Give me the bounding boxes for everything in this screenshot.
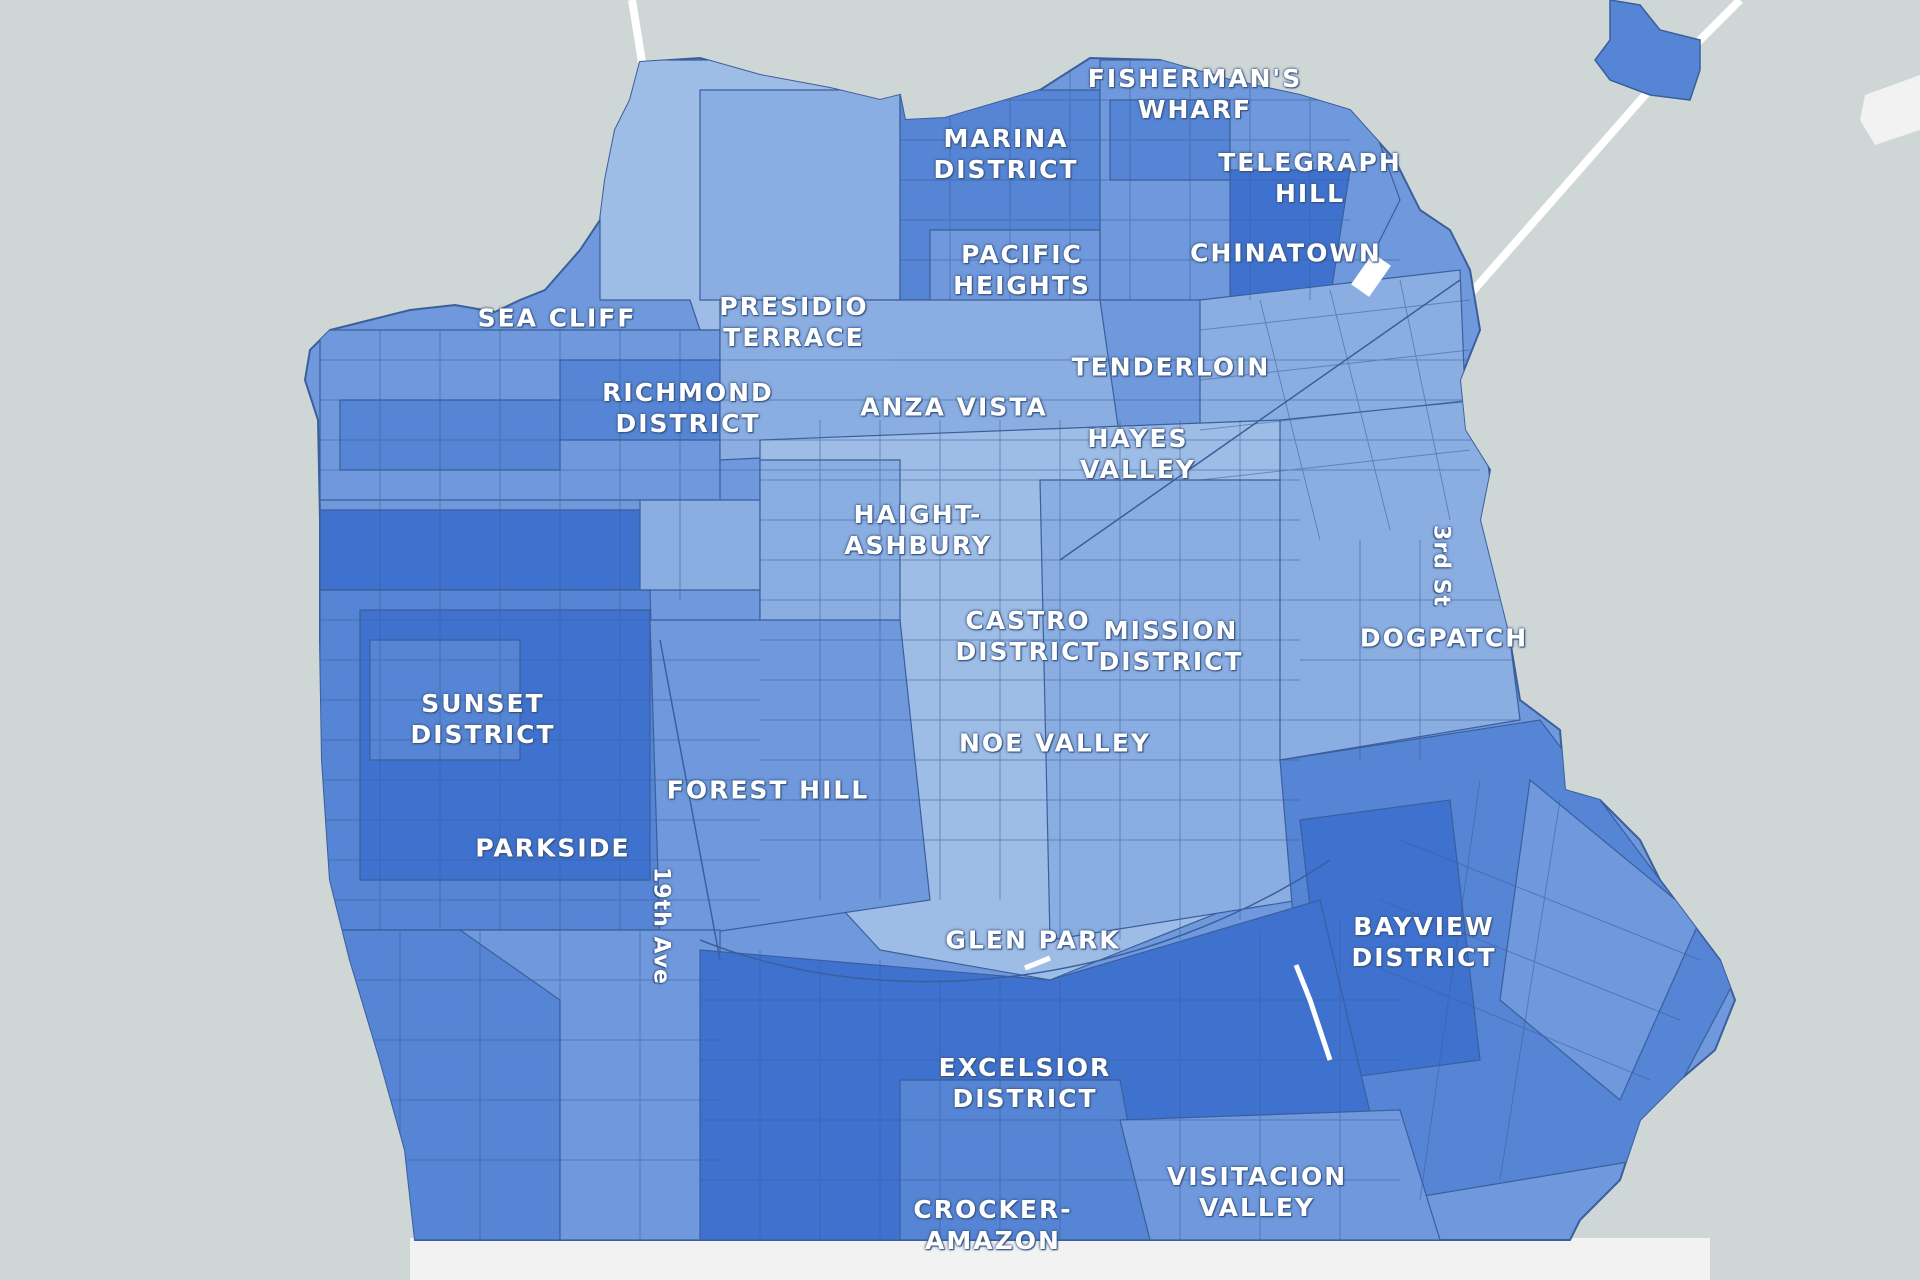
census-tracts xyxy=(319,59,1735,1240)
label-forest-hill[interactable]: FOREST HILL xyxy=(666,775,870,805)
label-fishermans-wharf[interactable]: FISHERMAN'S WHARF xyxy=(1087,64,1303,124)
label-mission-district[interactable]: MISSION DISTRICT xyxy=(1098,616,1244,676)
label-crocker-amazon[interactable]: CROCKER- AMAZON xyxy=(913,1195,1073,1255)
golden-gate-bridge xyxy=(628,0,646,63)
label-dogpatch[interactable]: DOGPATCH xyxy=(1359,623,1529,653)
label-bayview-district[interactable]: BAYVIEW DISTRICT xyxy=(1351,912,1497,972)
street-label-3rd-st[interactable]: 3rd St xyxy=(1428,525,1454,607)
label-visitacion-valley[interactable]: VISITACION VALLEY xyxy=(1166,1162,1348,1222)
label-excelsior-district[interactable]: EXCELSIOR DISTRICT xyxy=(938,1053,1112,1113)
label-castro-district[interactable]: CASTRO DISTRICT xyxy=(955,606,1101,666)
treasure-island xyxy=(1594,0,1701,101)
street-label-19th-ave[interactable]: 19th Ave xyxy=(648,867,674,985)
label-glen-park[interactable]: GLEN PARK xyxy=(945,925,1121,955)
city-block-white xyxy=(1351,253,1391,297)
south-land xyxy=(410,1238,1710,1280)
label-marina-district[interactable]: MARINA DISTRICT xyxy=(933,124,1079,184)
label-anza-vista[interactable]: ANZA VISTA xyxy=(860,392,1048,422)
bay-bridge xyxy=(1461,0,1743,303)
highway-sliver xyxy=(1293,964,1333,1061)
label-sea-cliff[interactable]: SEA CLIFF xyxy=(477,303,637,333)
label-richmond-district[interactable]: RICHMOND DISTRICT xyxy=(602,378,774,438)
yerba-buena-island xyxy=(1860,75,1920,145)
label-presidio-terrace[interactable]: PRESIDIO TERRACE xyxy=(719,292,869,352)
highway-sliver xyxy=(1024,955,1051,971)
label-haight-ashbury[interactable]: HAIGHT- ASHBURY xyxy=(844,500,992,560)
label-tenderloin[interactable]: TENDERLOIN xyxy=(1071,352,1271,382)
label-hayes-valley[interactable]: HAYES VALLEY xyxy=(1079,424,1197,484)
label-pacific-heights[interactable]: PACIFIC HEIGHTS xyxy=(953,240,1091,300)
label-parkside[interactable]: PARKSIDE xyxy=(475,833,631,863)
label-chinatown[interactable]: CHINATOWN xyxy=(1190,238,1382,268)
label-sunset-district[interactable]: SUNSET DISTRICT xyxy=(410,689,556,749)
label-noe-valley[interactable]: NOE VALLEY xyxy=(959,728,1151,758)
label-telegraph-hill[interactable]: TELEGRAPH HILL xyxy=(1218,148,1402,208)
